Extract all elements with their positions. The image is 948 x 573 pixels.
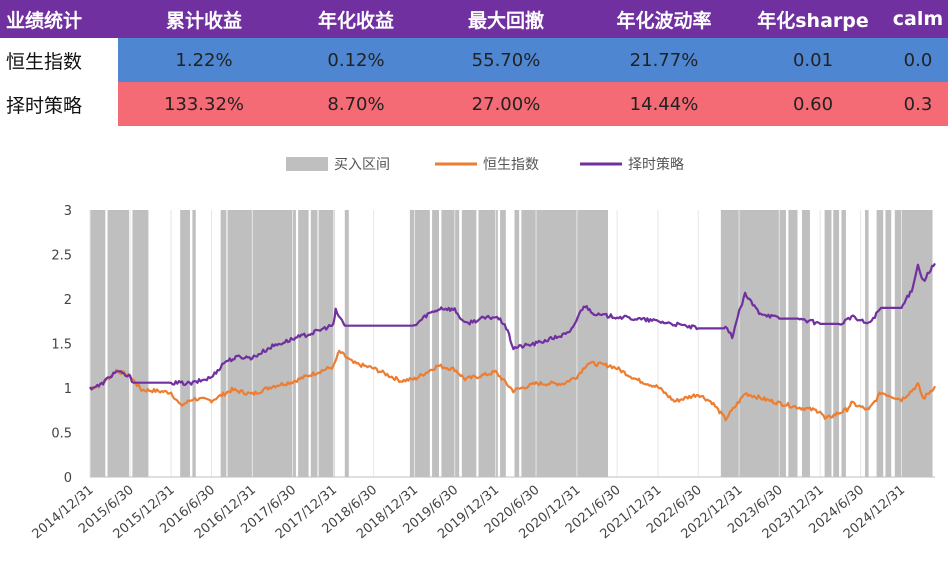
legend-swatch-buy	[286, 157, 328, 171]
buy-interval-band	[824, 210, 832, 477]
series-lines	[89, 262, 936, 422]
y-tick-label: 3	[64, 204, 72, 219]
header-cell: 业绩统计	[0, 0, 118, 38]
y-tick-label: 2	[64, 293, 72, 308]
table-header-row: 业绩统计 累计收益 年化收益 最大回撤 年化波动率 年化sharpe calm	[0, 0, 948, 38]
y-tick-label: 2.5	[51, 249, 72, 264]
vertical-gridlines	[89, 210, 902, 477]
y-tick-label: 1.5	[51, 338, 72, 353]
hsi-series-line	[89, 349, 936, 422]
buy-interval-band	[865, 210, 869, 477]
header-cell: 年化波动率	[590, 0, 738, 38]
table-cell: 0.12%	[290, 38, 422, 82]
y-tick-label: 0	[64, 471, 72, 486]
performance-chart: 买入区间 恒生指数 择时策略 0 0.5 1 1.5 2 2.5 3 2014/12/312…	[30, 156, 936, 543]
buy-interval-band	[180, 210, 190, 477]
buy-interval-band	[478, 210, 498, 477]
legend-label-strategy: 择时策略	[628, 156, 684, 173]
table-cell: 14.44%	[590, 82, 738, 126]
table-row: 择时策略 133.32% 8.70% 27.00% 14.44% 0.60 0.…	[0, 82, 948, 126]
buy-interval-band	[514, 210, 520, 477]
buy-interval-band	[310, 210, 318, 477]
buy-interval-band	[461, 210, 477, 477]
buy-interval-band	[500, 210, 506, 477]
buy-interval-band	[192, 210, 196, 477]
table-cell: 55.70%	[422, 38, 590, 82]
buy-interval-band	[801, 210, 810, 477]
legend-label-hsi: 恒生指数	[483, 157, 539, 173]
strategy-series-line	[89, 262, 936, 391]
buy-interval-band	[833, 210, 840, 477]
table-cell: 0.60	[738, 82, 888, 126]
chart-legend: 买入区间 恒生指数 择时策略	[286, 156, 684, 173]
buy-interval-band	[344, 210, 349, 477]
buy-interval-band	[432, 210, 439, 477]
buy-interval-band	[90, 210, 106, 477]
header-cell: 累计收益	[118, 0, 290, 38]
header-cell: 最大回撤	[422, 0, 590, 38]
table-row: 恒生指数 1.22% 0.12% 55.70% 21.77% 0.01 0.0	[0, 38, 948, 82]
buy-interval-band	[318, 210, 335, 477]
header-cell: calm	[888, 0, 948, 38]
table-cell: 0.0	[888, 38, 948, 82]
header-cell: 年化sharpe	[738, 0, 888, 38]
buy-interval-band	[227, 210, 296, 477]
table-cell: 8.70%	[290, 82, 422, 126]
table-cell: 21.77%	[590, 38, 738, 82]
buy-interval-band	[441, 210, 460, 477]
x-tick-labels: 2014/12/312015/6/302015/12/312016/6/3020…	[30, 483, 909, 543]
buy-interval-band	[894, 210, 933, 477]
buy-interval-band	[885, 210, 892, 477]
y-tick-label: 1	[64, 382, 72, 397]
buy-interval-band	[876, 210, 884, 477]
table-cell: 0.01	[738, 38, 888, 82]
buy-interval-band	[107, 210, 130, 477]
buy-interval-band	[841, 210, 846, 477]
y-tick-label: 0.5	[51, 427, 72, 442]
buy-interval-band	[409, 210, 430, 477]
y-tick-labels: 0 0.5 1 1.5 2 2.5 3	[51, 204, 72, 486]
table-cell: 0.3	[888, 82, 948, 126]
legend-label-buy: 买入区间	[334, 157, 390, 173]
buy-interval-band	[720, 210, 786, 477]
row-label: 恒生指数	[0, 38, 118, 82]
header-cell: 年化收益	[290, 0, 422, 38]
buy-interval-band	[788, 210, 798, 477]
table-cell: 1.22%	[118, 38, 290, 82]
buy-interval-band	[132, 210, 149, 477]
table-cell: 27.00%	[422, 82, 590, 126]
table-cell: 133.32%	[118, 82, 290, 126]
buy-interval-band	[298, 210, 309, 477]
row-label: 择时策略	[0, 82, 118, 126]
buy-interval-band	[220, 210, 227, 477]
performance-table: 业绩统计 累计收益 年化收益 最大回撤 年化波动率 年化sharpe calm …	[0, 0, 948, 126]
